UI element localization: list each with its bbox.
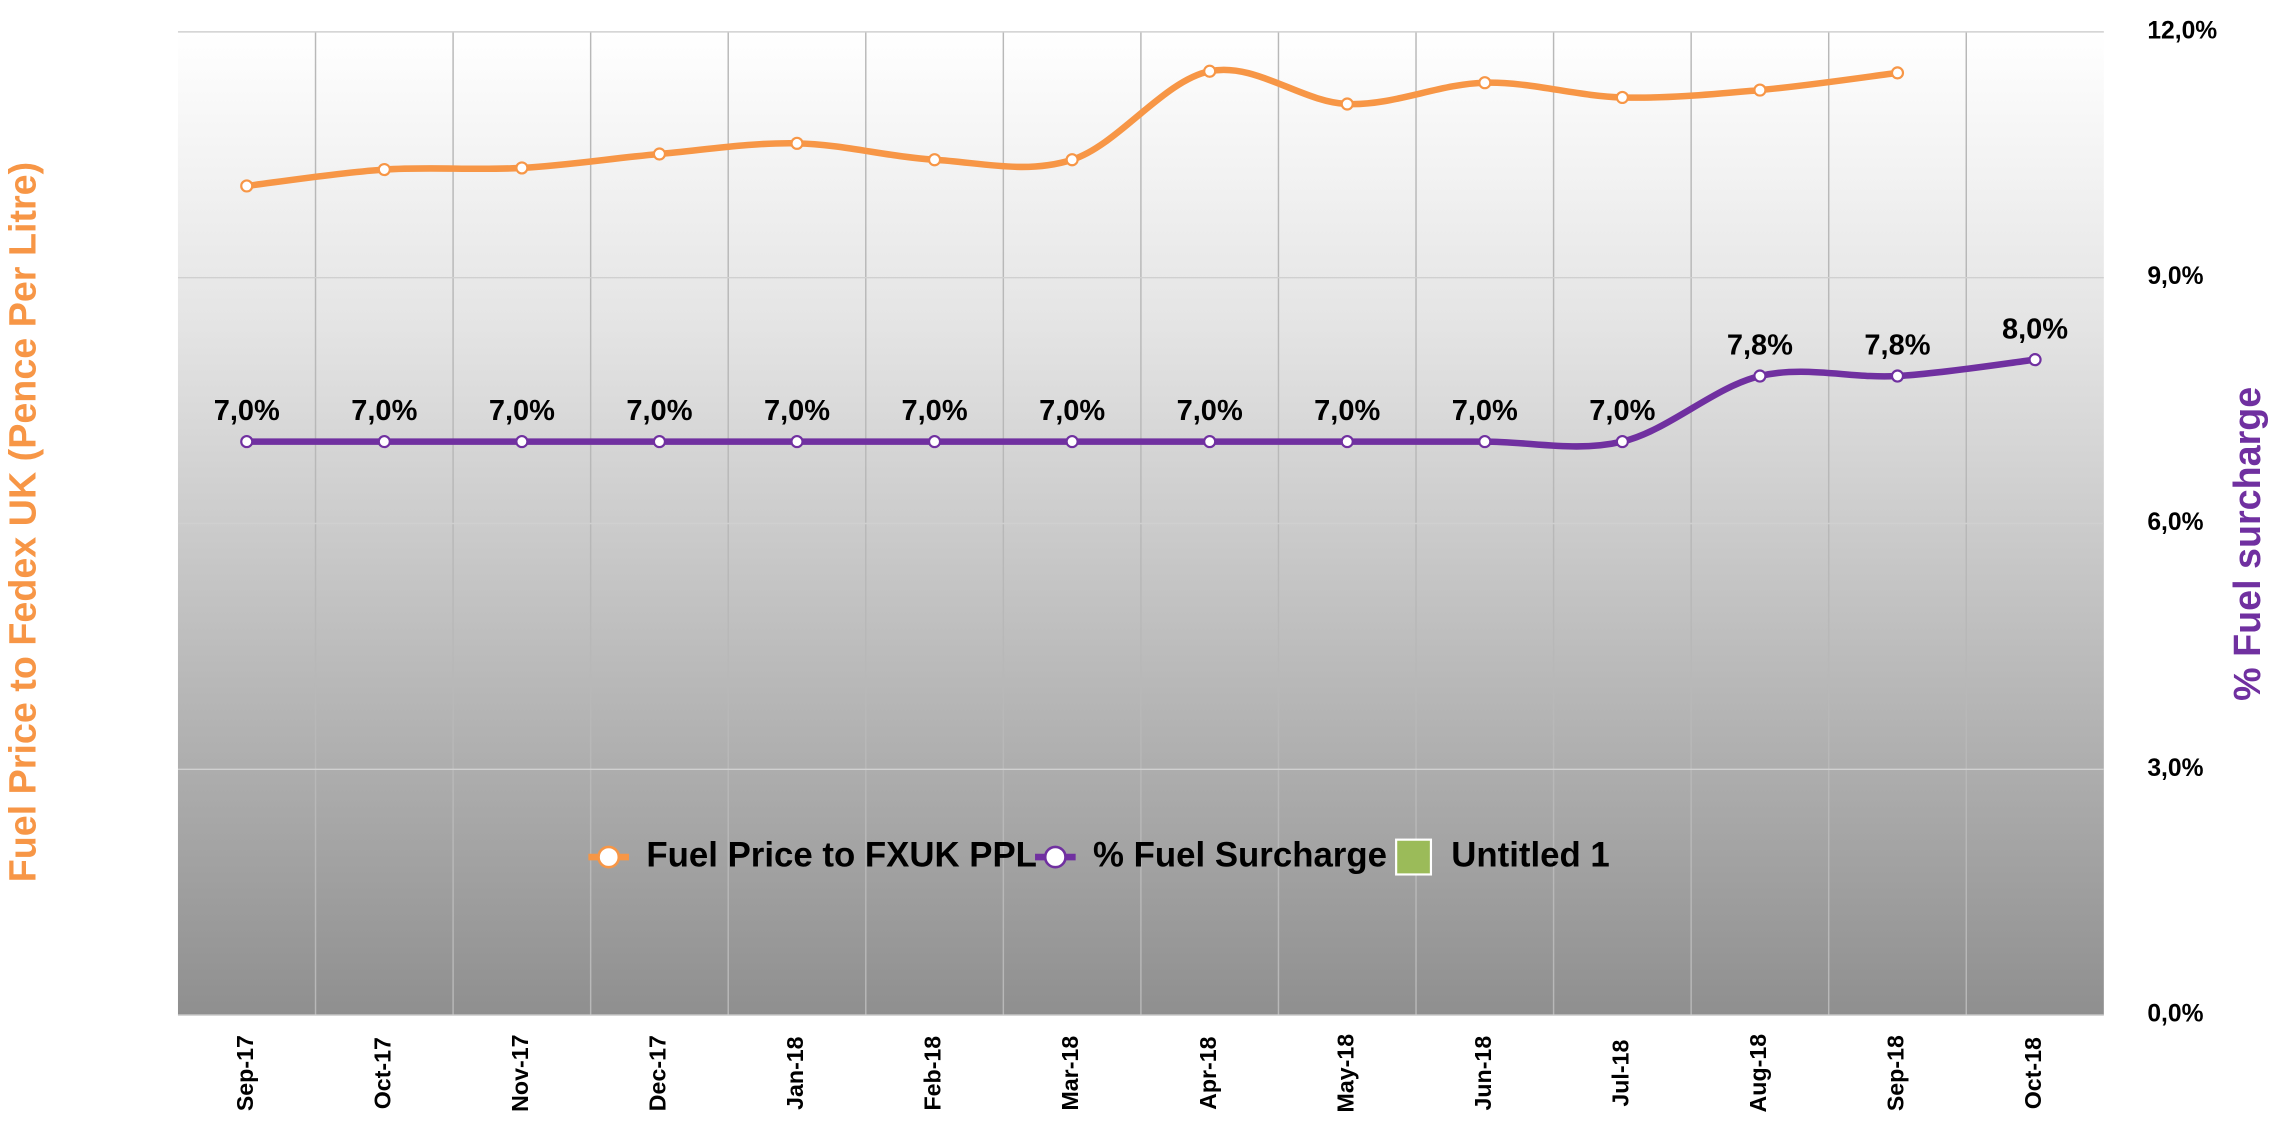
legend-marker [1043,845,1067,869]
series-marker [2028,353,2042,367]
y2-tick-label: 6,0% [2147,509,2203,536]
data-label: 7,0% [764,395,830,427]
series-marker [515,434,529,449]
series-marker [1203,64,1217,78]
series-marker [240,179,254,193]
x-tick-label: Oct-18 [2020,1037,2046,1109]
x-tick-label: Jul-18 [1607,1040,1633,1107]
y2-tick-label: 12,0% [2147,17,2217,44]
series-marker [1890,66,1905,80]
data-label: 7,8% [1864,330,1930,362]
series-marker [1203,434,1217,449]
data-label: 7,0% [626,395,692,427]
data-label: 7,0% [1177,395,1243,427]
x-tick-label: Mar-18 [1057,1036,1083,1111]
data-label: 7,8% [1727,330,1793,362]
legend-swatch [1395,838,1433,876]
data-label: 7,0% [214,395,280,427]
series-marker [1340,434,1354,449]
series-marker [1478,76,1492,90]
y2-axis-label: % Fuel surcharge [2226,387,2268,701]
x-tick-label: Aug-18 [1745,1034,1771,1113]
x-tick-label: Oct-17 [369,1037,395,1109]
y2-tick-label: 3,0% [2147,755,2203,782]
series-marker [515,161,529,175]
series-marker [377,434,391,449]
series-marker [1890,369,1905,383]
y2-tick-label: 0,0% [2147,1001,2203,1028]
series-marker [1615,434,1629,449]
x-tick-label: Sep-17 [232,1035,258,1111]
x-tick-label: Sep-18 [1883,1035,1909,1111]
x-tick-label: Jun-18 [1470,1036,1496,1111]
series-marker [1478,434,1492,449]
data-label: 7,0% [351,395,417,427]
series-marker [652,147,667,161]
series-marker [927,153,942,167]
series-marker [377,162,391,177]
legend-label: % Fuel Surcharge [1093,835,1387,874]
x-tick-label: Nov-17 [507,1034,533,1111]
series-marker [790,434,804,449]
y2-tick-label: 9,0% [2147,263,2203,290]
x-tick-label: Apr-18 [1195,1036,1221,1110]
legend-marker [597,845,621,869]
series-marker [1753,83,1767,97]
data-label: 7,0% [1314,395,1380,427]
series-marker [1753,369,1767,383]
x-tick-label: Dec-17 [645,1035,671,1111]
series-marker [1615,90,1629,105]
series-marker [790,136,804,150]
series-marker [652,434,667,449]
series-marker [240,434,254,449]
data-label: 8,0% [2002,313,2068,345]
data-label: 7,0% [1589,395,1655,427]
data-label: 7,0% [902,395,968,427]
series-marker [1065,153,1079,167]
x-tick-label: Jan-18 [782,1036,808,1110]
legend-label: Fuel Price to FXUK PPL [646,835,1037,874]
x-tick-label: Feb-18 [920,1036,946,1111]
series-line [243,356,2039,450]
y-axis-label: Fuel Price to Fedex UK (Pence Per Litre) [2,162,44,882]
series-marker [1340,97,1354,111]
data-label: 7,0% [1452,395,1518,427]
legend-label: Untitled 1 [1451,835,1610,874]
series-marker [927,434,942,449]
series-marker [1065,434,1079,449]
data-label: 7,0% [489,395,555,427]
x-tick-label: May-18 [1332,1034,1358,1113]
data-label: 7,0% [1039,395,1105,427]
